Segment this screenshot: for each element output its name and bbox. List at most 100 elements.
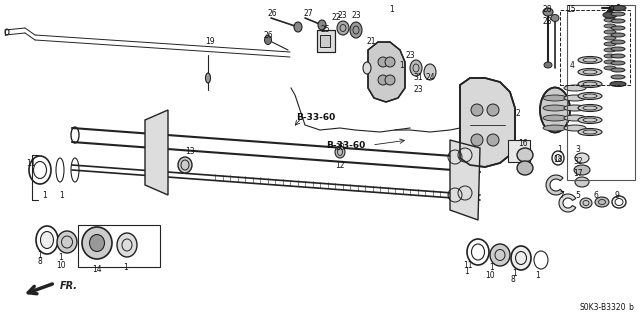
Ellipse shape (595, 197, 609, 207)
Text: 10: 10 (56, 261, 66, 270)
Ellipse shape (543, 115, 567, 121)
Polygon shape (368, 42, 405, 102)
Text: 1: 1 (399, 61, 404, 70)
Ellipse shape (564, 125, 586, 131)
Ellipse shape (611, 12, 625, 16)
Text: FR.: FR. (60, 281, 78, 291)
Text: 1: 1 (490, 263, 494, 272)
Text: 6: 6 (593, 190, 598, 199)
Bar (320, 35, 330, 47)
Ellipse shape (40, 232, 54, 249)
Text: 1: 1 (557, 145, 563, 154)
Text: 13: 13 (185, 147, 195, 157)
Text: 23: 23 (337, 11, 347, 20)
Ellipse shape (604, 24, 616, 28)
Bar (317, 30, 335, 52)
Ellipse shape (82, 227, 112, 259)
Text: 25: 25 (320, 26, 330, 34)
Ellipse shape (564, 95, 586, 101)
Ellipse shape (264, 35, 271, 44)
Ellipse shape (564, 85, 586, 91)
Ellipse shape (205, 73, 211, 83)
Text: 8: 8 (38, 257, 42, 266)
Ellipse shape (610, 5, 626, 11)
Text: 21: 21 (366, 38, 376, 47)
Ellipse shape (575, 177, 589, 187)
Circle shape (385, 75, 395, 85)
Text: 1: 1 (390, 5, 394, 14)
Polygon shape (460, 78, 515, 167)
Text: 9: 9 (614, 190, 620, 199)
Text: 28: 28 (542, 5, 552, 14)
Ellipse shape (611, 82, 625, 86)
Ellipse shape (578, 56, 602, 63)
Text: 1: 1 (513, 269, 517, 278)
Ellipse shape (517, 148, 533, 162)
Text: 1: 1 (124, 263, 129, 272)
Text: 29: 29 (605, 5, 615, 14)
Text: 11: 11 (26, 159, 36, 167)
Text: 23: 23 (351, 11, 361, 20)
Ellipse shape (544, 62, 552, 68)
Text: 24: 24 (425, 73, 435, 83)
Text: 16: 16 (518, 138, 528, 147)
Ellipse shape (604, 42, 616, 46)
Text: 5: 5 (575, 190, 580, 199)
Ellipse shape (575, 153, 589, 163)
Ellipse shape (543, 8, 553, 16)
Text: 19: 19 (205, 38, 215, 47)
Text: 1: 1 (43, 190, 47, 199)
Text: 1: 1 (60, 190, 65, 199)
Bar (560, 10, 630, 85)
Ellipse shape (604, 48, 616, 52)
Circle shape (471, 134, 483, 146)
Ellipse shape (611, 68, 625, 72)
Ellipse shape (611, 54, 625, 58)
Ellipse shape (604, 60, 616, 64)
Text: 4: 4 (570, 61, 575, 70)
Text: 8: 8 (511, 276, 515, 285)
Text: 23: 23 (413, 85, 423, 94)
Circle shape (378, 57, 388, 67)
Ellipse shape (610, 81, 626, 86)
Ellipse shape (57, 231, 77, 253)
Circle shape (487, 134, 499, 146)
Ellipse shape (611, 47, 625, 51)
Ellipse shape (578, 80, 602, 87)
Text: S0K3-B3320: S0K3-B3320 (580, 303, 627, 313)
Text: B-33-60: B-33-60 (326, 140, 365, 150)
Text: 18: 18 (553, 155, 563, 165)
Text: 1: 1 (465, 268, 469, 277)
Ellipse shape (604, 30, 616, 34)
Circle shape (487, 104, 499, 116)
Ellipse shape (604, 54, 616, 58)
Ellipse shape (578, 116, 602, 123)
Ellipse shape (90, 234, 104, 251)
Text: 1: 1 (59, 254, 63, 263)
Ellipse shape (318, 20, 326, 30)
Ellipse shape (337, 21, 349, 35)
Text: 12: 12 (335, 160, 345, 169)
Text: 14: 14 (92, 265, 102, 275)
Ellipse shape (335, 146, 345, 158)
Circle shape (471, 104, 483, 116)
Ellipse shape (564, 115, 586, 121)
Text: B-33-60: B-33-60 (296, 113, 335, 122)
Text: b: b (628, 303, 633, 313)
Polygon shape (145, 110, 168, 195)
Ellipse shape (603, 12, 617, 18)
Text: 17: 17 (573, 169, 583, 179)
Ellipse shape (350, 22, 362, 38)
Ellipse shape (578, 69, 602, 76)
Ellipse shape (511, 246, 531, 270)
Ellipse shape (604, 36, 616, 40)
Text: 32: 32 (573, 158, 583, 167)
Text: 28: 28 (542, 18, 552, 26)
Text: 1: 1 (536, 271, 540, 279)
Ellipse shape (410, 60, 422, 76)
Text: 15: 15 (566, 5, 576, 14)
Ellipse shape (611, 75, 625, 79)
Ellipse shape (611, 26, 625, 30)
Ellipse shape (611, 33, 625, 37)
Text: 31: 31 (413, 73, 423, 83)
